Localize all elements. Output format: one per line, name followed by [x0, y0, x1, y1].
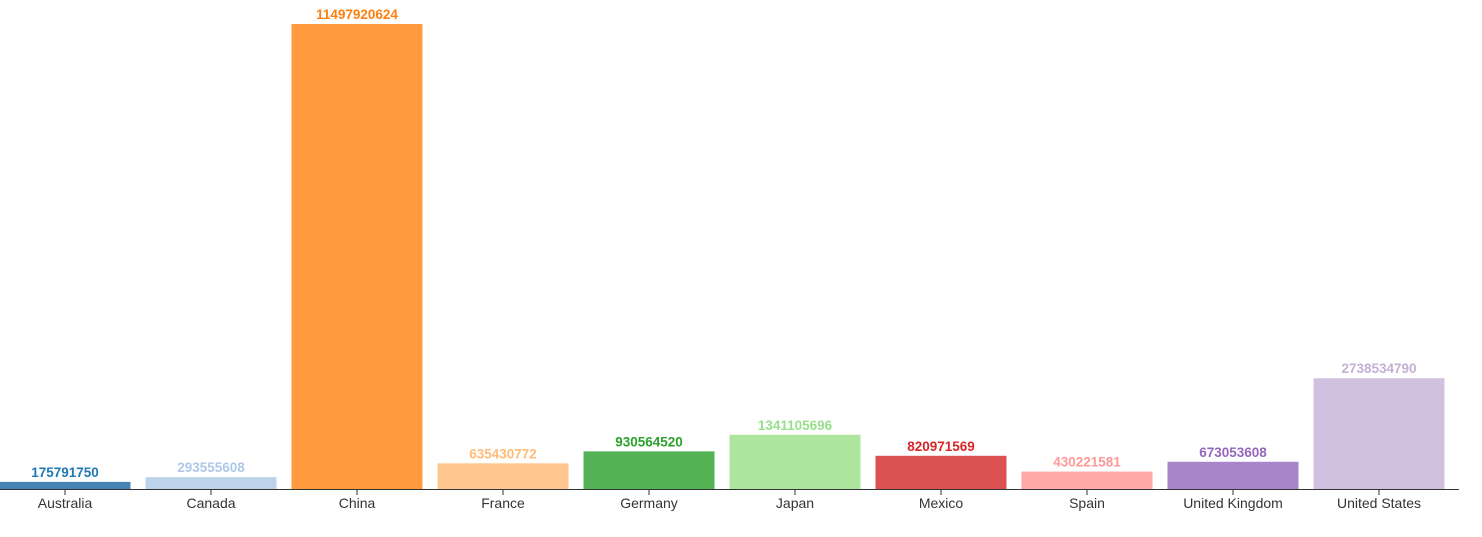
bar-canada: [145, 477, 277, 489]
value-label: 673053608: [1199, 445, 1267, 460]
bar-spain: [1021, 471, 1153, 489]
value-label: 2738534790: [1341, 361, 1416, 376]
x-axis-ticks: Australia Canada China France Germany Japan Me…: [38, 489, 1421, 511]
x-tick-label: France: [481, 495, 525, 511]
bar-australia: [0, 481, 131, 489]
x-tick-label: Australia: [38, 495, 93, 511]
x-tick-label: Canada: [186, 495, 235, 511]
bar-germany: [583, 451, 715, 489]
bar-mexico: [875, 455, 1007, 489]
value-label: 430221581: [1053, 455, 1121, 470]
bar-japan: [729, 434, 861, 489]
value-labels-layer: 175791750 293555608 11497920624 635430772 93…: [31, 7, 1416, 480]
x-tick-label: Spain: [1069, 495, 1105, 511]
value-label: 1341105696: [758, 418, 833, 433]
x-tick-label: United States: [1337, 495, 1421, 511]
bar-france: [437, 463, 569, 489]
value-label: 293555608: [177, 460, 245, 475]
bar-united-states: [1313, 378, 1445, 489]
x-tick-label: China: [339, 495, 376, 511]
value-label: 11497920624: [316, 7, 398, 22]
x-tick-label: Mexico: [919, 495, 964, 511]
x-tick-label: Japan: [776, 495, 814, 511]
value-label: 635430772: [469, 446, 537, 461]
value-label: 820971569: [907, 439, 975, 454]
x-tick-label: Germany: [620, 495, 678, 511]
bar-china: [291, 24, 423, 489]
value-label: 175791750: [31, 465, 99, 480]
value-label: 930564520: [615, 434, 683, 449]
x-tick-label: United Kingdom: [1183, 495, 1283, 511]
bar-united-kingdom: [1167, 461, 1299, 489]
bars-layer: [0, 24, 1445, 489]
